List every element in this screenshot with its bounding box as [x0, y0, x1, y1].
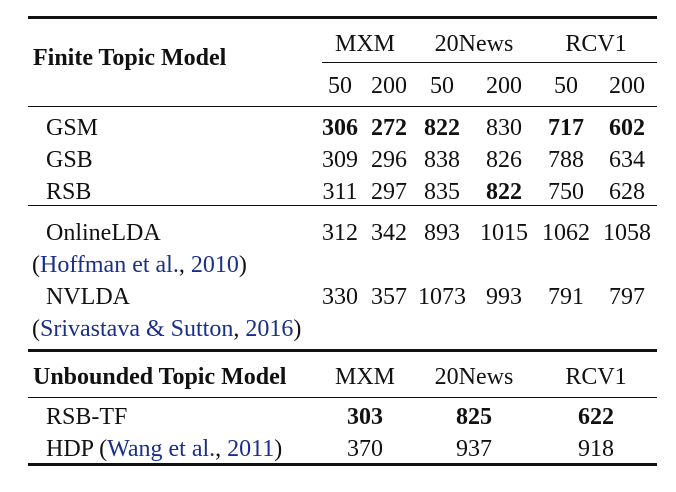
dataset-20news: 20News: [434, 364, 514, 390]
citation-hoffman: (Hoffman et al., 2010): [32, 253, 247, 277]
dataset-rcv1: RCV1: [565, 31, 627, 57]
size-header: 200: [486, 73, 522, 99]
table-cell: 602: [609, 115, 645, 141]
dataset-mxm: MXM: [334, 364, 396, 390]
table-cell: 342: [371, 220, 407, 246]
table-cell: 1015: [480, 220, 528, 246]
table-cell: 893: [424, 220, 460, 246]
table-cell: 309: [322, 147, 358, 173]
table-cell: 838: [424, 147, 460, 173]
citation-sep: ,: [233, 316, 246, 342]
citation-open: (: [32, 316, 40, 342]
table-cell: 830: [486, 115, 522, 141]
table-cell: 1073: [418, 284, 466, 310]
dataset-rcv1: RCV1: [565, 364, 627, 390]
dataset-20news: 20News: [434, 31, 514, 57]
table-cell: 1062: [542, 220, 590, 246]
table-cell: 788: [548, 147, 584, 173]
unbounded-header-rule: [28, 397, 657, 398]
row-label-rsb-tf: RSB-TF: [46, 404, 128, 430]
table-cell: 918: [578, 436, 614, 462]
table-cell: 826: [486, 147, 522, 173]
citation-open: (: [99, 436, 108, 462]
table-cell: 357: [371, 284, 407, 310]
table-cell: 717: [548, 115, 584, 141]
top-rule: [28, 16, 657, 19]
size-header: 200: [371, 73, 407, 99]
row-label-onlinelda: OnlineLDA: [46, 220, 161, 246]
citation-link[interactable]: Wang et al.: [107, 436, 216, 462]
table-cell: 297: [371, 179, 407, 205]
citation-srivastava: (Srivastava & Sutton, 2016): [32, 317, 301, 341]
row-label-text: HDP: [46, 436, 94, 462]
table-cell: 330: [322, 284, 358, 310]
citation-year-link[interactable]: 2011: [227, 436, 275, 462]
group-rule: [28, 205, 657, 206]
row-label-gsb: GSB: [46, 147, 93, 173]
citation-close: ): [274, 436, 283, 462]
citation-sep: ,: [178, 252, 191, 278]
size-header: 50: [430, 73, 454, 99]
citation-close: ): [293, 316, 302, 342]
citation-sep: ,: [215, 436, 228, 462]
dataset-underline: [322, 62, 657, 63]
size-header: 50: [328, 73, 352, 99]
dataset-mxm: MXM: [334, 31, 396, 57]
table-cell: 272: [371, 115, 407, 141]
unbounded-header: Unbounded Topic Model: [33, 364, 287, 390]
table-cell: 791: [548, 284, 584, 310]
table-cell: 993: [486, 284, 522, 310]
citation-open: (: [32, 252, 40, 278]
size-header: 50: [554, 73, 578, 99]
finite-header: Finite Topic Model: [33, 45, 227, 71]
table-cell: 622: [578, 404, 614, 430]
table-cell: 825: [456, 404, 492, 430]
bottom-rule: [28, 463, 657, 466]
row-label-hdp: HDP (Wang et al., 2011): [46, 437, 282, 461]
header-rule: [28, 106, 657, 107]
table-cell: 628: [609, 179, 645, 205]
row-label-rsb: RSB: [46, 179, 92, 205]
citation-link[interactable]: Hoffman et al.: [40, 252, 179, 278]
table-cell: 822: [486, 179, 522, 205]
section-rule: [28, 349, 657, 352]
table-cell: 296: [371, 147, 407, 173]
row-label-nvlda: NVLDA: [46, 284, 130, 310]
table-cell: 306: [322, 115, 358, 141]
citation-link[interactable]: Srivastava & Sutton: [40, 316, 234, 342]
table-cell: 937: [456, 436, 492, 462]
citation-year-link[interactable]: 2016: [245, 316, 294, 342]
table-cell: 835: [424, 179, 460, 205]
table-cell: 370: [347, 436, 383, 462]
row-label-gsm: GSM: [46, 115, 99, 141]
table-cell: 797: [609, 284, 645, 310]
table-cell: 822: [424, 115, 460, 141]
table-cell: 303: [347, 404, 383, 430]
table-cell: 634: [609, 147, 645, 173]
table-cell: 312: [322, 220, 358, 246]
table-cell: 311: [322, 179, 358, 205]
table-cell: 1058: [603, 220, 651, 246]
citation-year-link[interactable]: 2010: [190, 252, 239, 278]
size-header: 200: [609, 73, 645, 99]
table-cell: 750: [548, 179, 584, 205]
citation-close: ): [238, 252, 247, 278]
